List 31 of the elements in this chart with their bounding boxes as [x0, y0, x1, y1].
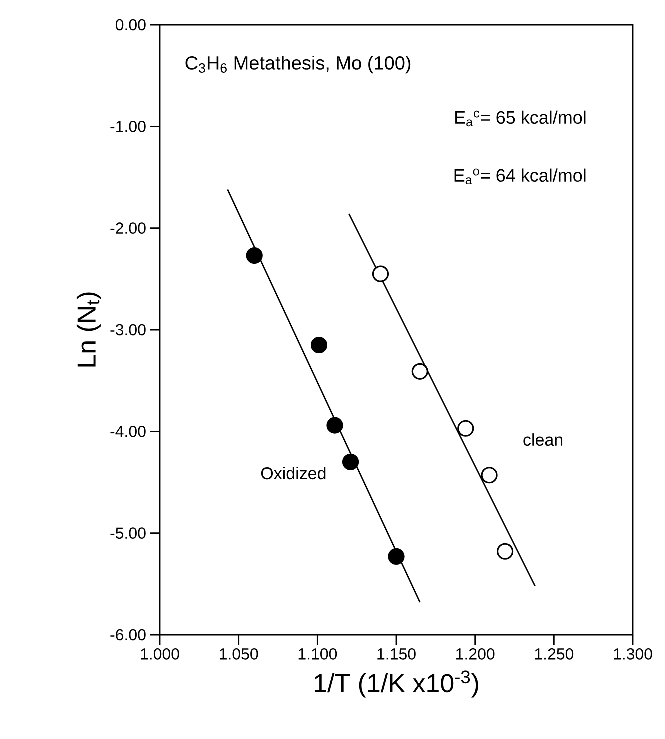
point [496, 543, 514, 560]
point [412, 363, 428, 380]
y-tick-label: -1.00 [110, 120, 146, 132]
y-tick-label: -3.00 [110, 324, 146, 336]
y-tick-label: -4.00 [110, 426, 146, 438]
x-axis-title: 1/T (1/K x10$^{-3}$) [315, 670, 478, 698]
point [458, 420, 474, 437]
point [388, 548, 405, 566]
point [481, 467, 498, 484]
series-label: Oxidized [261, 467, 326, 480]
x-tick-label: 1.050 [220, 648, 258, 660]
x-tick-label: 1.300 [614, 648, 652, 660]
x-tick-label: 1.150 [378, 648, 416, 660]
text: clean [524, 434, 563, 446]
x-tick-label: 1.200 [456, 648, 495, 660]
y-axis-title: Ln (N$_{t}$) [76, 292, 102, 367]
point [342, 454, 360, 470]
text: C$_{3}$H$_{6}$ Metathesis, Mo (100) [186, 56, 411, 74]
x-tick-label: 1.000 [141, 648, 180, 660]
y-tick-label: -5.00 [110, 528, 146, 539]
point [326, 417, 344, 434]
x-tick-label: 1.250 [535, 648, 574, 660]
annotation: E$_{a}$$^{o}$= 64 kcal/mol [454, 168, 586, 185]
annotation: E$_{a}$$^{c}$= 65 kcal/mol [456, 110, 586, 127]
point [372, 266, 390, 282]
point [246, 247, 263, 264]
y-tick-label: -2.00 [110, 222, 146, 234]
point [310, 336, 328, 354]
y-tick-label: 0.00 [116, 19, 146, 31]
y-tick-label: -6.00 [110, 629, 146, 641]
x-tick-label: 1.100 [298, 648, 338, 660]
